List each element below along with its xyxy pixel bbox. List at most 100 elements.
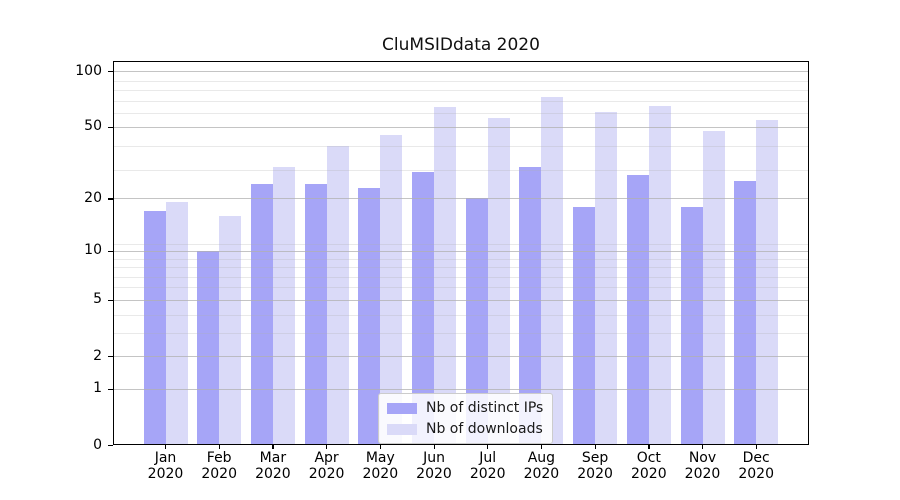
gridline-minor: [113, 113, 809, 115]
legend-swatch-distinct-ips: [387, 402, 417, 414]
x-tick-label: Feb 2020: [201, 450, 237, 482]
bar-nb-of-distinct-ips: [250, 184, 273, 445]
x-tick-mark: [487, 445, 489, 449]
gridline-major: [113, 250, 809, 252]
x-tick-label: Jan 2020: [147, 450, 184, 482]
x-tick-mark: [594, 445, 596, 449]
bar-nb-of-distinct-ips: [358, 187, 381, 445]
x-tick-mark: [326, 445, 328, 449]
y-tick-mark: [108, 126, 113, 128]
gridline-major: [113, 198, 809, 200]
chart-title: CluMSIDdata 2020: [382, 35, 540, 55]
bar-nb-of-distinct-ips: [573, 206, 596, 445]
bar-nb-of-downloads: [702, 131, 725, 445]
bar-nb-of-downloads: [648, 105, 671, 445]
bars-layer: [113, 61, 809, 445]
bar-nb-of-distinct-ips: [143, 210, 166, 445]
gridline-minor: [113, 287, 809, 289]
x-tick-label: Apr 2020: [308, 450, 345, 482]
bar-nb-of-downloads: [380, 134, 403, 445]
bar-nb-of-distinct-ips: [465, 198, 488, 445]
bar-nb-of-downloads: [326, 146, 349, 445]
bar-nb-of-distinct-ips: [412, 172, 434, 445]
gridline-minor: [113, 332, 809, 334]
gridline-minor: [113, 100, 809, 102]
grid-layer: [113, 61, 809, 445]
plot-area: Nb of distinct IPs Nb of downloads: [113, 61, 809, 445]
bar-nb-of-distinct-ips: [197, 250, 220, 445]
legend: Nb of distinct IPs Nb of downloads: [378, 393, 554, 444]
x-tick-mark: [218, 445, 220, 449]
plot-frame: [113, 61, 809, 445]
x-tick-mark: [433, 445, 435, 449]
y-tick-mark: [108, 299, 113, 302]
gridline-minor: [113, 314, 809, 316]
gridline-minor: [113, 267, 809, 269]
y-tick-label: 50: [84, 118, 102, 135]
gridline-major: [113, 356, 809, 358]
gridline-minor: [113, 243, 809, 245]
x-tick-mark: [379, 445, 382, 449]
y-axis-tick-marks: [108, 61, 113, 447]
bar-nb-of-distinct-ips: [734, 181, 757, 445]
bar-nb-of-downloads: [541, 97, 564, 445]
x-tick-mark: [702, 445, 704, 449]
y-tick-mark: [108, 250, 113, 253]
legend-label-downloads: Nb of downloads: [426, 421, 543, 437]
bar-nb-of-downloads: [434, 106, 456, 445]
bar-nb-of-distinct-ips: [626, 175, 649, 445]
y-tick-mark: [108, 71, 113, 73]
x-tick-mark: [755, 445, 757, 449]
x-tick-mark: [648, 445, 650, 449]
x-tick-label: Nov 2020: [684, 450, 721, 482]
y-tick-mark: [108, 198, 113, 200]
bar-nb-of-distinct-ips: [680, 206, 703, 445]
y-tick-mark: [108, 388, 113, 391]
y-tick-mark: [108, 356, 113, 358]
y-axis-tick-labels: 100 50 20 10 5 2 1 0: [0, 61, 102, 453]
gridline-major: [113, 299, 809, 301]
y-tick-mark: [108, 445, 113, 447]
gridline-minor: [113, 146, 809, 148]
y-tick-label: 100: [75, 62, 102, 79]
gridline-major: [113, 126, 809, 128]
x-tick-mark: [272, 445, 274, 449]
x-tick-label: Sep 2020: [577, 450, 613, 482]
x-tick-label: Jul 2020: [469, 450, 506, 482]
y-tick-label: 1: [93, 380, 102, 397]
gridline-minor: [113, 169, 809, 171]
gridline-minor: [113, 276, 809, 278]
bar-nb-of-downloads: [219, 215, 242, 445]
x-tick-label: Aug 2020: [523, 450, 560, 482]
x-tick-mark: [540, 445, 543, 449]
bar-nb-of-downloads: [756, 120, 779, 445]
bar-nb-of-downloads: [165, 202, 188, 445]
x-tick-mark: [165, 445, 167, 449]
legend-row-distinct-ips: Nb of distinct IPs: [387, 400, 543, 416]
y-tick-label: 0: [93, 436, 102, 453]
y-tick-label: 20: [84, 189, 102, 206]
legend-row-downloads: Nb of downloads: [387, 421, 543, 437]
x-tick-label: Dec 2020: [738, 450, 774, 482]
gridline-minor: [113, 80, 809, 82]
gridline-major: [113, 388, 809, 390]
legend-swatch-downloads: [387, 423, 417, 435]
bar-nb-of-downloads: [595, 112, 618, 445]
x-tick-label: May 2020: [362, 450, 399, 482]
x-tick-label: Mar 2020: [255, 450, 291, 482]
bar-nb-of-distinct-ips: [304, 184, 327, 445]
y-tick-label: 5: [93, 291, 102, 308]
gridline-major: [113, 71, 809, 73]
x-axis-tick-labels: Jan 2020 Feb 2020 Mar 2020 Apr 2020 May 2020 Jun 20…: [113, 450, 809, 491]
gridline-minor: [113, 90, 809, 92]
x-axis-tick-marks: [113, 445, 809, 450]
bar-nb-of-distinct-ips: [519, 166, 542, 445]
y-tick-label: 10: [84, 242, 102, 259]
bar-nb-of-downloads: [272, 166, 295, 445]
y-tick-label: 2: [93, 347, 102, 364]
x-tick-label: Jun 2020: [416, 450, 452, 482]
legend-label-distinct-ips: Nb of distinct IPs: [426, 400, 544, 416]
gridline-minor: [113, 258, 809, 260]
x-tick-label: Oct 2020: [630, 450, 667, 482]
